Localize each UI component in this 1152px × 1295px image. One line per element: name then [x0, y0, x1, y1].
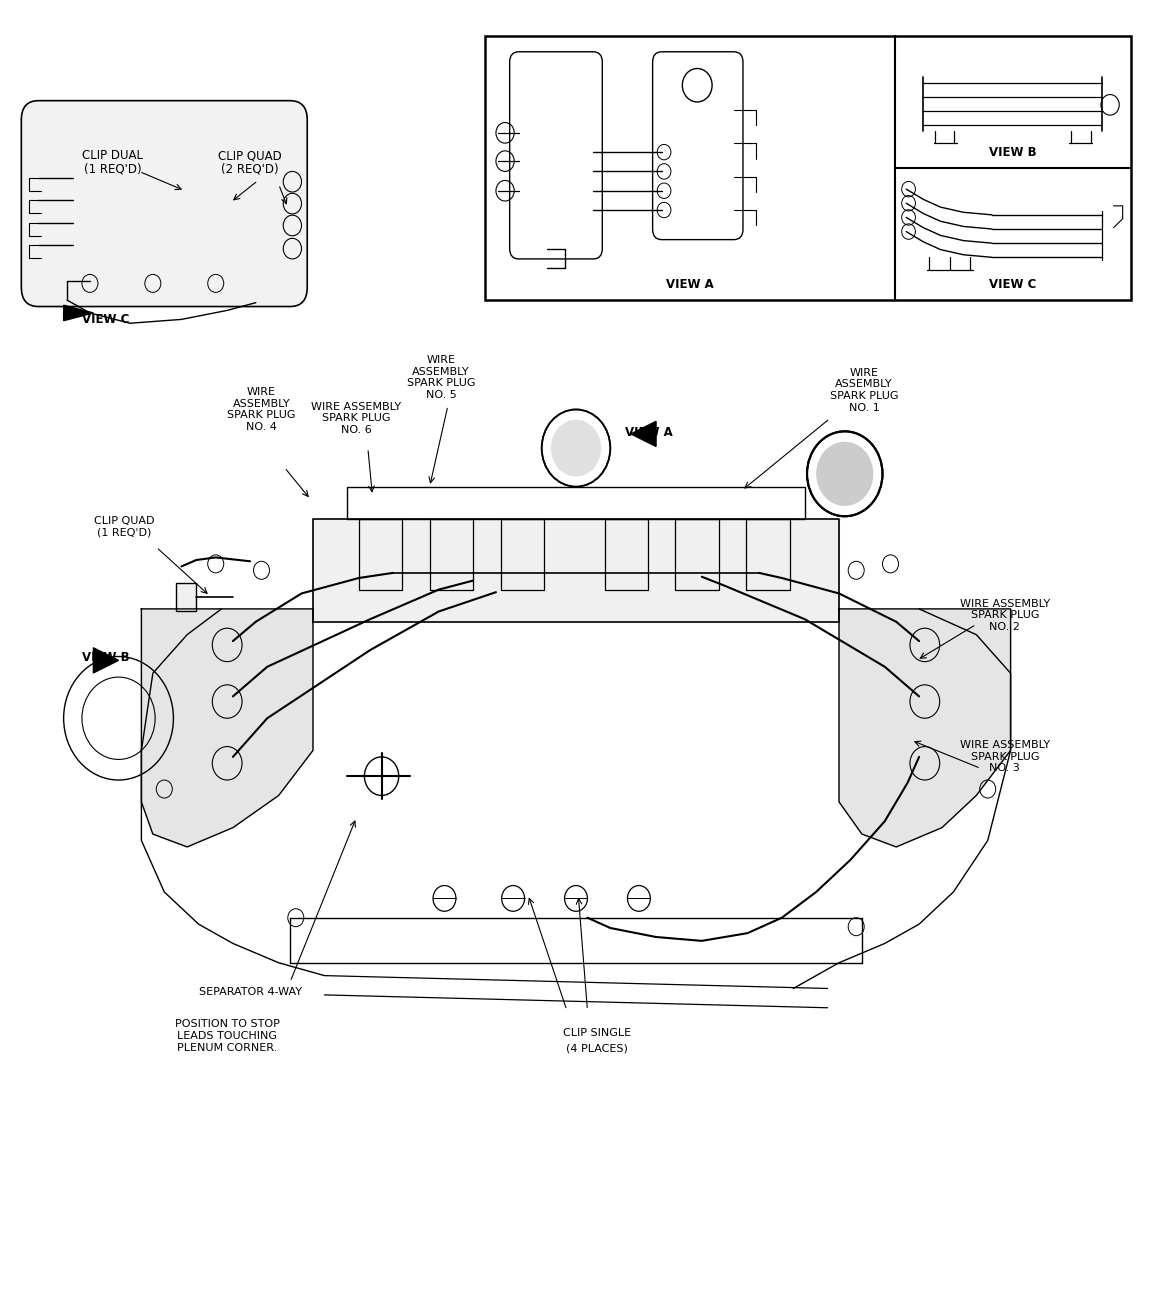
Polygon shape: [63, 306, 93, 321]
Polygon shape: [313, 519, 839, 622]
Bar: [176, 583, 196, 611]
Text: POSITION TO STOP
LEADS TOUCHING
PLENUM CORNER.: POSITION TO STOP LEADS TOUCHING PLENUM C…: [175, 1019, 280, 1053]
Text: WIRE ASSEMBLY
SPARK PLUG
NO. 2: WIRE ASSEMBLY SPARK PLUG NO. 2: [960, 598, 1049, 632]
Text: CLIP QUAD: CLIP QUAD: [94, 517, 154, 526]
Text: VIEW A: VIEW A: [626, 426, 673, 439]
Polygon shape: [93, 648, 119, 673]
Text: WIRE ASSEMBLY
SPARK PLUG
NO. 6: WIRE ASSEMBLY SPARK PLUG NO. 6: [311, 401, 402, 435]
Text: VIEW C: VIEW C: [82, 313, 129, 326]
Circle shape: [816, 442, 873, 506]
Text: WIRE
ASSEMBLY
SPARK PLUG
NO. 5: WIRE ASSEMBLY SPARK PLUG NO. 5: [407, 355, 476, 400]
Polygon shape: [631, 421, 655, 447]
Text: VIEW B: VIEW B: [82, 651, 129, 664]
Text: VIEW A: VIEW A: [666, 278, 713, 291]
Text: CLIP SINGLE: CLIP SINGLE: [562, 1028, 630, 1039]
FancyBboxPatch shape: [22, 101, 308, 307]
Text: VIEW B: VIEW B: [988, 146, 1037, 159]
Text: (2 REQ'D): (2 REQ'D): [221, 162, 279, 175]
Text: CLIP DUAL: CLIP DUAL: [82, 149, 143, 162]
Circle shape: [551, 420, 601, 477]
Text: WIRE ASSEMBLY
SPARK PLUG
NO. 3: WIRE ASSEMBLY SPARK PLUG NO. 3: [960, 741, 1049, 773]
Text: WIRE
ASSEMBLY
SPARK PLUG
NO. 4: WIRE ASSEMBLY SPARK PLUG NO. 4: [227, 387, 296, 431]
Polygon shape: [142, 609, 313, 847]
Text: (1 REQ'D): (1 REQ'D): [97, 528, 151, 537]
Text: VIEW C: VIEW C: [990, 278, 1037, 291]
Bar: [485, 36, 1130, 300]
Polygon shape: [839, 609, 1010, 847]
Text: WIRE
ASSEMBLY
SPARK PLUG
NO. 1: WIRE ASSEMBLY SPARK PLUG NO. 1: [829, 368, 899, 413]
Text: (4 PLACES): (4 PLACES): [566, 1044, 628, 1054]
Text: (1 REQ'D): (1 REQ'D): [84, 162, 142, 175]
Text: SEPARATOR 4-WAY: SEPARATOR 4-WAY: [198, 987, 302, 997]
FancyBboxPatch shape: [653, 52, 743, 240]
FancyBboxPatch shape: [509, 52, 602, 259]
Text: CLIP QUAD: CLIP QUAD: [218, 149, 282, 162]
